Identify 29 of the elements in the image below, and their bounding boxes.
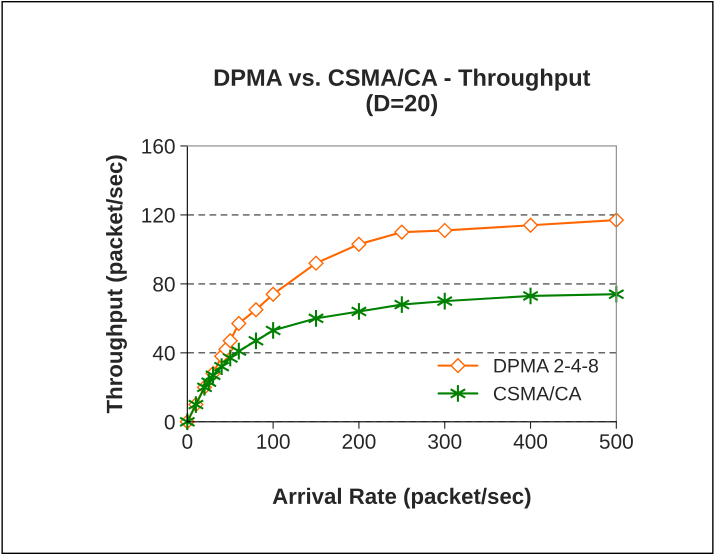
x-tick-label: 100 (257, 434, 290, 449)
y-tick-label: 160 (142, 138, 175, 154)
point (204, 366, 222, 385)
x-tick-label: 500 (600, 434, 633, 449)
point (248, 302, 264, 318)
x-axis-title: Arrival Rate (packet/sec) (272, 488, 530, 508)
x-tick-label: 200 (342, 434, 376, 449)
legend-label: CSMA/CA (494, 386, 582, 400)
point (436, 292, 453, 310)
point (266, 286, 281, 302)
point (608, 212, 624, 228)
y-tick-label: 40 (152, 346, 175, 361)
legend-label: DPMA 2-4-8 (494, 358, 598, 373)
x-tick-label: 400 (514, 434, 548, 449)
point (351, 236, 366, 252)
point (522, 218, 538, 233)
point (394, 224, 410, 240)
point (222, 333, 238, 348)
point (437, 222, 452, 238)
point (231, 316, 246, 332)
y-axis-title: Throughput (packet/sec) (106, 155, 127, 414)
chart-title: DPMA vs. CSMA/CA - Throughput (D=20) (214, 68, 590, 116)
y-tick-label: 120 (142, 208, 175, 223)
point (222, 348, 238, 368)
point (308, 256, 324, 271)
x-tick-label: 0 (182, 434, 192, 449)
y-tick-label: 0 (164, 414, 175, 430)
y-tick-label: 80 (153, 276, 175, 292)
x-tick-label: 300 (428, 434, 462, 449)
